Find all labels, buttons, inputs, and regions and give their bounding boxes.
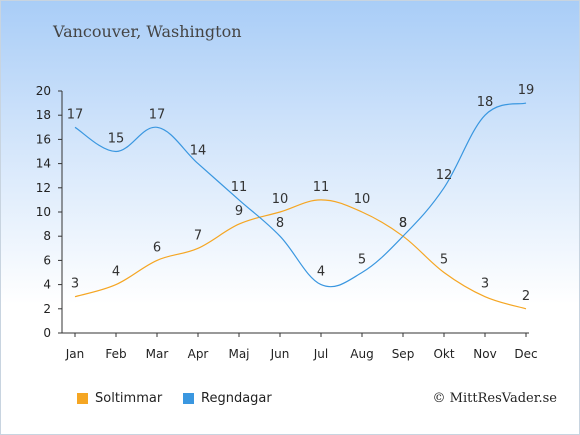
- data-label-regndagar: 8: [276, 216, 284, 231]
- series-lines: [74, 102, 527, 310]
- y-tick-label: 10: [36, 205, 51, 219]
- legend-swatch-regndagar: [183, 393, 194, 404]
- data-label-regndagar: 17: [149, 107, 166, 122]
- y-tick-label: 6: [43, 253, 51, 267]
- legend-swatch-soltimmar: [77, 393, 88, 404]
- x-tick-label: Jan: [65, 347, 85, 361]
- series-line-regndagar: [74, 102, 527, 288]
- data-label-soltimmar: 3: [71, 277, 79, 292]
- data-label-regndagar: 18: [477, 95, 494, 110]
- data-label-regndagar: 11: [231, 180, 248, 195]
- x-tick-label: Jul: [313, 347, 328, 361]
- chart-title: Vancouver, Washington: [53, 22, 242, 41]
- data-label-soltimmar: 6: [153, 240, 161, 255]
- legend-item-regndagar: Regndagar: [183, 391, 272, 406]
- data-label-regndagar: 15: [108, 132, 125, 147]
- data-label-soltimmar: 4: [112, 265, 120, 280]
- x-tick-label: Jun: [270, 347, 290, 361]
- data-label-regndagar: 5: [358, 253, 366, 268]
- y-tick-label: 4: [43, 278, 51, 292]
- data-label-regndagar: 14: [190, 144, 207, 159]
- x-tick-label: Aug: [350, 347, 373, 361]
- y-tick-label: 12: [36, 181, 51, 195]
- y-tick-label: 16: [36, 132, 51, 146]
- y-tick-label: 0: [43, 326, 51, 340]
- x-tick-labels: Jan Feb Mar Apr Maj Jun Jul Aug Sep Okt Nov Dec: [65, 347, 538, 361]
- data-label-soltimmar: 8: [399, 216, 407, 231]
- data-label-regndagar: 8: [399, 216, 407, 231]
- legend-item-soltimmar: Soltimmar: [77, 391, 162, 406]
- x-tick-label: Maj: [228, 347, 249, 361]
- data-label-regndagar: 19: [518, 83, 535, 98]
- copyright-credit: © MittResVader.se: [432, 391, 557, 406]
- data-label-regndagar: 12: [436, 168, 453, 183]
- data-label-soltimmar: 11: [313, 180, 330, 195]
- data-label-soltimmar: 10: [354, 192, 371, 207]
- x-tick-label: Mar: [146, 347, 169, 361]
- x-tick-label: Okt: [433, 347, 454, 361]
- x-tick-label: Sep: [392, 347, 415, 361]
- y-tick-label: 20: [36, 84, 51, 98]
- legend-label-regndagar: Regndagar: [201, 391, 272, 406]
- data-label-soltimmar: 10: [272, 192, 289, 207]
- data-label-soltimmar: 5: [440, 253, 448, 268]
- y-tick-label: 14: [36, 157, 51, 171]
- data-label-regndagar: 4: [317, 265, 325, 280]
- x-tick-label: Nov: [473, 347, 496, 361]
- x-tick-label: Feb: [105, 347, 126, 361]
- y-tick-label: 18: [36, 108, 51, 122]
- x-tick-label: Apr: [188, 347, 209, 361]
- y-tick-labels: 0 2 4 6 8 10 12 14 16 18 20: [36, 84, 51, 340]
- legend-label-soltimmar: Soltimmar: [95, 391, 163, 406]
- y-tick-label: 8: [43, 229, 51, 243]
- data-label-soltimmar: 3: [481, 277, 489, 292]
- data-label-soltimmar: 9: [235, 204, 243, 219]
- series-line-soltimmar: [74, 199, 527, 310]
- data-label-regndagar: 17: [67, 107, 84, 122]
- axes: [58, 90, 529, 337]
- data-label-soltimmar: 2: [522, 289, 530, 304]
- data-label-soltimmar: 7: [194, 228, 202, 243]
- y-tick-label: 2: [43, 302, 51, 316]
- x-tick-label: Dec: [514, 347, 537, 361]
